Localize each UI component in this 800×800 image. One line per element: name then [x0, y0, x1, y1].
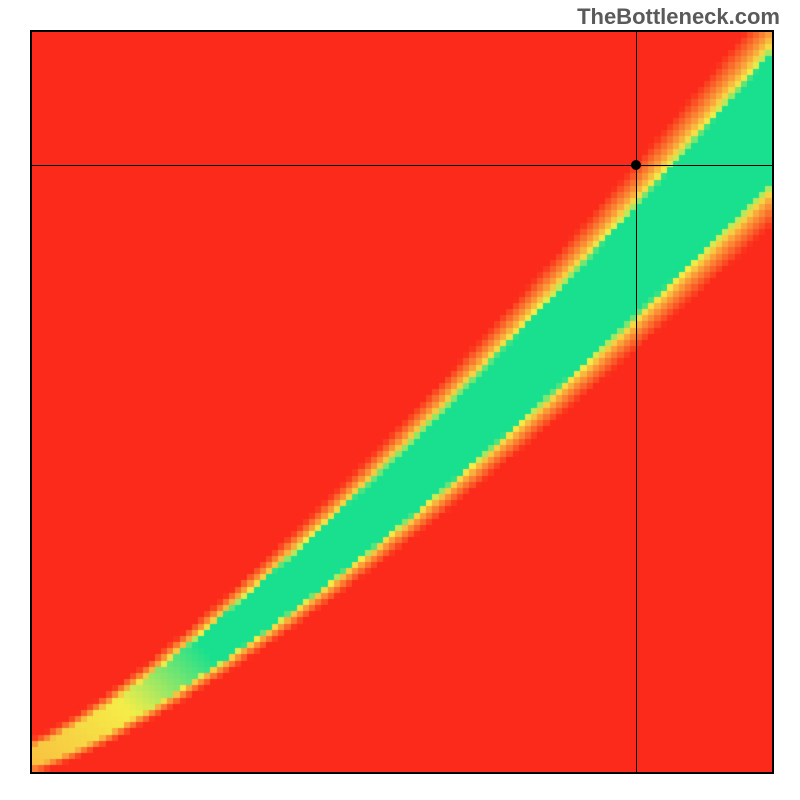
- crosshair-horizontal: [32, 165, 772, 166]
- crosshair-vertical: [636, 32, 637, 772]
- crosshair-marker: [631, 160, 641, 170]
- heatmap-canvas: [32, 32, 772, 772]
- plot-area: [30, 30, 774, 774]
- watermark-text: TheBottleneck.com: [577, 4, 780, 30]
- chart-container: TheBottleneck.com: [0, 0, 800, 800]
